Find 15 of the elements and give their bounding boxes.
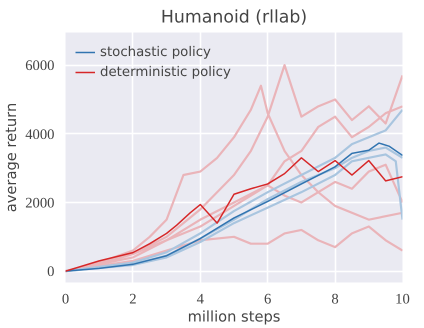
y-tick-label: 2000 [25,195,54,212]
legend-label: stochastic policy [100,44,211,60]
chart-title: Humanoid (rllab) [160,8,308,28]
y-tick-label: 6000 [25,58,54,74]
y-tick-label: 0 [47,264,54,280]
legend-label: deterministic policy [100,64,231,80]
x-tick-label: 8 [331,292,339,308]
x-tick-label: 0 [62,292,70,308]
x-tick-label: 6 [264,292,272,308]
x-tick-label: 10 [395,292,410,308]
x-tick-label: 4 [196,292,205,308]
x-tick-label: 2 [129,292,137,308]
x-axis-title: million steps [188,308,280,326]
y-tick-label: 4000 [25,126,54,143]
y-axis-title: average return [3,102,20,212]
